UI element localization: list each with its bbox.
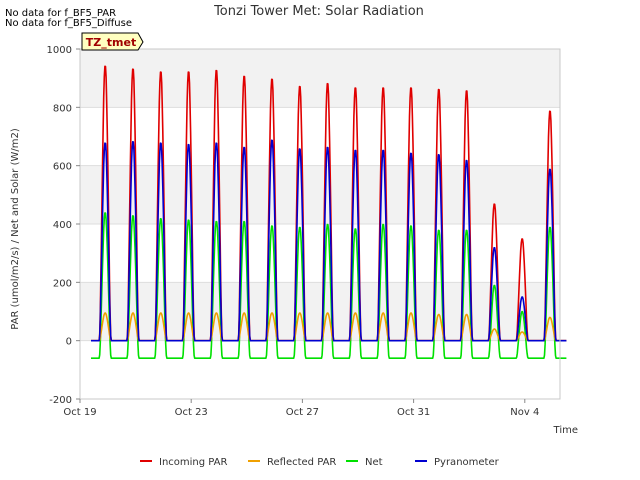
site-tag-label: TZ_tmet — [86, 36, 136, 49]
legend: Incoming PAR Reflected PAR Net Pyranometer — [140, 457, 500, 468]
series-layer — [90, 65, 567, 359]
y-axis: -200 0 200 400 600 800 1000 — [47, 45, 80, 406]
grid-band — [80, 165, 560, 224]
series-line-pyranometer — [90, 139, 567, 342]
y-tick-label: 0 — [66, 337, 72, 348]
x-tick-label: Oct 23 — [175, 407, 208, 418]
no-data-note-diffuse: No data for f_BF5_Diffuse — [5, 18, 132, 29]
series-line-net — [90, 212, 567, 359]
x-axis: Oct 19 Oct 23 Oct 27 Oct 31 Nov 4 — [63, 399, 539, 418]
legend-label: Incoming PAR — [159, 457, 228, 468]
x-axis-label: Time — [553, 425, 578, 436]
y-axis-label: PAR (umol/m2/s) / Net and Solar (W/m2) — [10, 128, 21, 330]
legend-label: Pyranometer — [434, 457, 500, 468]
x-tick-label: Oct 31 — [397, 407, 430, 418]
legend-label: Reflected PAR — [267, 457, 336, 468]
site-tag-badge: TZ_tmet — [81, 32, 144, 51]
y-tick-label: 200 — [53, 278, 72, 289]
grid-band — [80, 49, 560, 108]
y-tick-label: -200 — [49, 395, 72, 406]
x-tick-label: Oct 19 — [63, 407, 96, 418]
x-tick-label: Nov 4 — [510, 407, 539, 418]
y-tick-label: 1000 — [47, 45, 72, 56]
grid-band — [80, 282, 560, 341]
y-tick-label: 800 — [53, 103, 72, 114]
y-tick-label: 600 — [53, 162, 72, 173]
grid-bands — [80, 49, 560, 341]
no-data-note-par: No data for f_BF5_PAR — [5, 8, 117, 19]
chart-title: Tonzi Tower Met: Solar Radiation — [213, 4, 424, 19]
legend-label: Net — [365, 457, 383, 468]
x-tick-label: Oct 27 — [286, 407, 319, 418]
y-tick-label: 400 — [53, 220, 72, 231]
